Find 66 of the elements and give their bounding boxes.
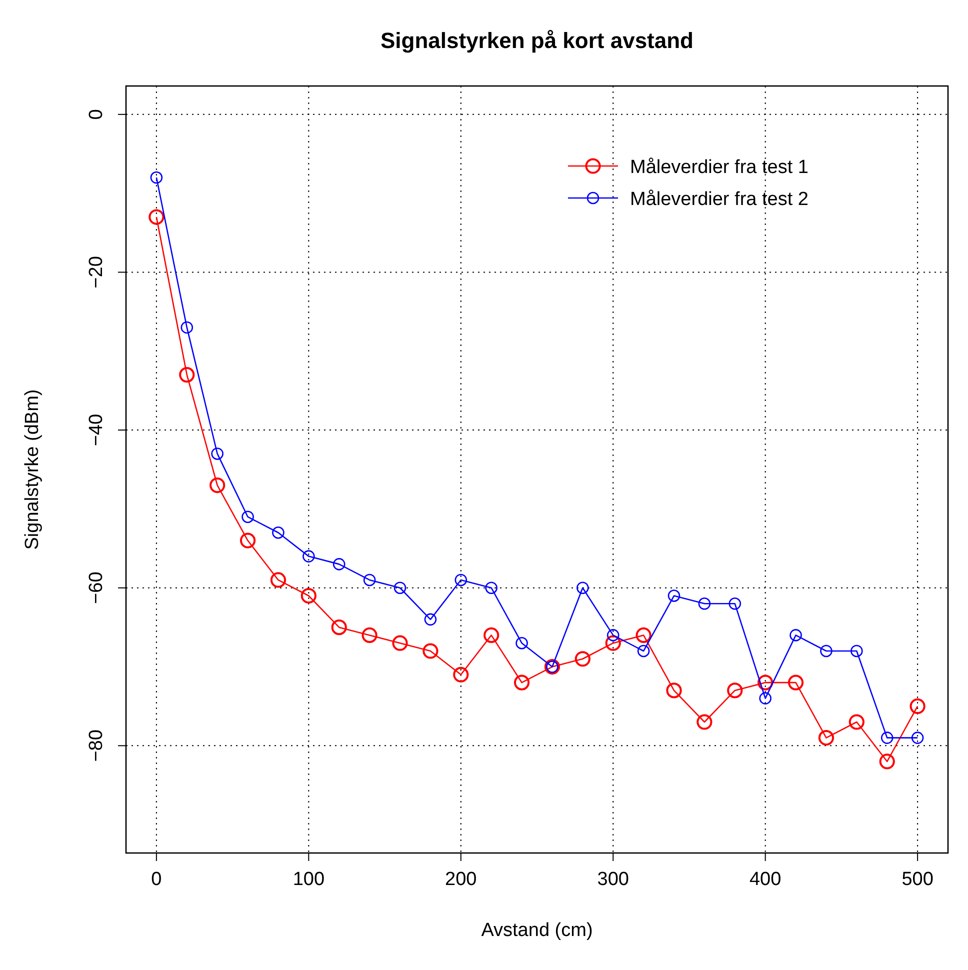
point [668, 590, 680, 602]
y-tick-label: −40 [86, 414, 107, 446]
point [242, 510, 254, 523]
point [818, 730, 834, 746]
point [362, 627, 378, 644]
y-tick-label: −60 [86, 572, 107, 604]
point [698, 597, 711, 610]
y-tick-label: −20 [86, 256, 107, 288]
chart-title: Signalstyrken på kort avstand [380, 28, 694, 53]
x-tick-label: 200 [445, 869, 477, 890]
point [332, 558, 346, 570]
point [454, 574, 468, 586]
point [576, 582, 589, 594]
point [180, 321, 194, 334]
x-tick-label: 0 [151, 869, 162, 890]
point [606, 629, 620, 642]
point [879, 754, 895, 770]
point [820, 644, 832, 658]
x-tick-label: 500 [902, 869, 934, 890]
point [485, 582, 498, 594]
point [240, 532, 256, 548]
point [514, 674, 530, 690]
point [637, 644, 650, 658]
point [363, 574, 376, 586]
point [911, 732, 924, 744]
point [424, 613, 437, 626]
point [696, 714, 712, 730]
point [272, 526, 284, 539]
point [910, 698, 926, 714]
point [422, 643, 438, 659]
point [727, 682, 743, 698]
x-tick-label: 400 [749, 869, 782, 890]
legend-label: Måleverdier fra test 1 [630, 157, 808, 178]
point [392, 635, 408, 651]
point [759, 692, 772, 704]
point [758, 674, 774, 690]
point [484, 627, 500, 644]
y-tick-label: −80 [86, 730, 107, 762]
point [148, 209, 164, 225]
point [331, 620, 347, 636]
legend-label: Måleverdier fra test 2 [630, 189, 808, 210]
point [880, 732, 894, 744]
point [211, 448, 224, 460]
point [790, 629, 802, 642]
point [300, 588, 316, 604]
point [179, 367, 195, 383]
point [302, 550, 315, 562]
y-axis-title: Signalstyrke (dBm) [22, 389, 43, 550]
point [516, 636, 528, 650]
point [574, 651, 590, 667]
point [210, 477, 226, 494]
point [850, 644, 863, 658]
point [728, 597, 742, 610]
point [848, 714, 864, 730]
point [150, 171, 163, 184]
point [666, 682, 682, 698]
point [270, 572, 286, 588]
x-tick-label: 300 [597, 869, 629, 890]
x-tick-label: 100 [292, 869, 325, 890]
point [453, 666, 469, 682]
point [394, 582, 406, 594]
y-tick-label: 0 [86, 109, 107, 120]
point [636, 627, 652, 644]
x-axis-title: Avstand (cm) [481, 920, 593, 941]
point [788, 674, 804, 690]
point [605, 635, 621, 651]
